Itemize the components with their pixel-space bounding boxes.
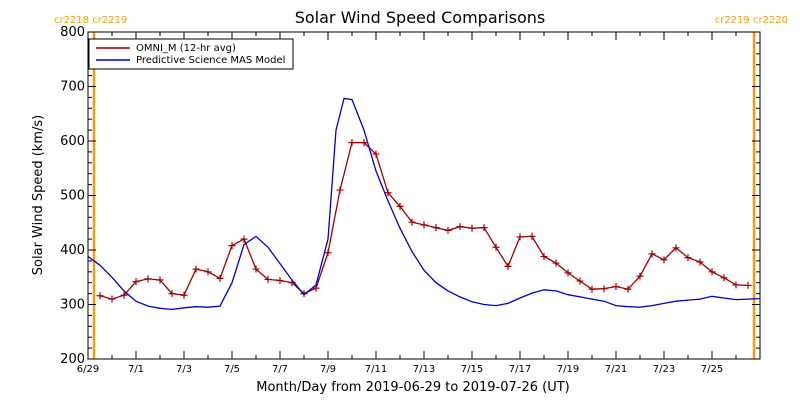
data-point <box>480 224 488 232</box>
data-point <box>444 226 452 234</box>
axes: 200 300 400 500 600 700 800 6/29 7/1 7/3 7/5 7/7 7/9… <box>60 25 761 375</box>
x-tick-label: 7/13 <box>413 364 435 375</box>
data-point <box>720 274 728 282</box>
x-tick-label: 7/9 <box>320 364 336 375</box>
data-point <box>156 276 164 284</box>
carrington-label-right: cr2219 cr2220 <box>715 15 788 26</box>
x-tick-label: 7/11 <box>365 364 387 375</box>
data-point <box>636 272 644 280</box>
y-tick-label: 300 <box>60 298 85 313</box>
x-tick-label: 7/21 <box>605 364 627 375</box>
carrington-label-left: cr2218 cr2219 <box>54 15 127 26</box>
data-point <box>648 250 656 258</box>
data-point <box>552 259 560 267</box>
data-point <box>240 235 248 243</box>
data-point <box>540 253 548 261</box>
x-tick-label: 6/29 <box>77 364 99 375</box>
plot-frame <box>87 31 761 360</box>
y-axis-title: Solar Wind Speed (km/s) <box>31 115 46 275</box>
x-tick-label: 7/19 <box>557 364 579 375</box>
series-line-model <box>87 97 761 311</box>
x-tick-label: 7/7 <box>272 364 288 375</box>
data-point <box>456 223 464 231</box>
data-point <box>312 284 320 292</box>
x-tick-label: 7/23 <box>653 364 675 375</box>
x-tick-label: 7/25 <box>701 364 723 375</box>
data-point <box>120 291 128 299</box>
data-point <box>372 150 380 158</box>
data-point <box>192 265 200 273</box>
data-point <box>600 285 608 293</box>
data-point <box>108 295 116 303</box>
y-tick-label: 500 <box>60 189 85 204</box>
data-point <box>228 242 236 250</box>
data-point <box>612 283 620 291</box>
x-tick-label: 7/3 <box>176 364 192 375</box>
data-point <box>252 265 260 273</box>
data-point <box>672 244 680 252</box>
y-tick-label: 400 <box>60 243 85 258</box>
data-point <box>684 254 692 262</box>
data-point <box>396 202 404 210</box>
data-point <box>732 281 740 289</box>
data-point <box>660 256 668 264</box>
legend-label-model: Predictive Science MAS Model <box>136 55 285 66</box>
x-tick-label: 7/5 <box>224 364 240 375</box>
legend-label-omni: OMNI_M (12-hr avg) <box>136 43 236 54</box>
plot-area <box>87 32 761 359</box>
data-point <box>204 268 212 276</box>
data-point <box>468 224 476 232</box>
data-point <box>516 233 524 241</box>
data-point <box>168 290 176 298</box>
legend-box <box>88 38 294 70</box>
data-point <box>408 218 416 226</box>
data-point <box>708 268 716 276</box>
series-line-omni <box>99 141 749 300</box>
data-point <box>144 275 152 283</box>
data-point <box>180 291 188 299</box>
y-tick-label: 200 <box>60 352 85 367</box>
data-point <box>348 139 356 147</box>
data-point <box>492 243 500 251</box>
legend: OMNI_M (12-hr avg) Predictive Science MA… <box>88 38 294 70</box>
data-point <box>504 262 512 270</box>
x-tick-label: 7/15 <box>461 364 483 375</box>
data-point <box>384 189 392 197</box>
data-point <box>696 258 704 266</box>
y-tick-label: 600 <box>60 134 85 149</box>
series-markers-omni <box>96 139 752 303</box>
x-axis-title: Month/Day from 2019-06-29 to 2019-07-26 … <box>256 380 569 395</box>
data-point <box>432 224 440 232</box>
data-point <box>624 285 632 293</box>
data-point <box>216 274 224 282</box>
data-point <box>324 249 332 257</box>
data-point <box>132 278 140 286</box>
data-point <box>744 281 752 289</box>
data-point <box>528 232 536 240</box>
data-point <box>336 186 344 194</box>
data-point <box>264 275 272 283</box>
y-tick-label: 800 <box>60 25 85 40</box>
chart-title: Solar Wind Speed Comparisons <box>295 8 546 27</box>
x-tick-label: 7/1 <box>128 364 144 375</box>
data-point <box>96 292 104 300</box>
x-tick-label: 7/17 <box>509 364 531 375</box>
data-point <box>360 139 368 147</box>
data-point <box>420 221 428 229</box>
data-point <box>564 269 572 277</box>
data-point <box>276 277 284 285</box>
y-tick-label: 700 <box>60 80 85 95</box>
data-point <box>576 277 584 285</box>
data-point <box>588 285 596 293</box>
